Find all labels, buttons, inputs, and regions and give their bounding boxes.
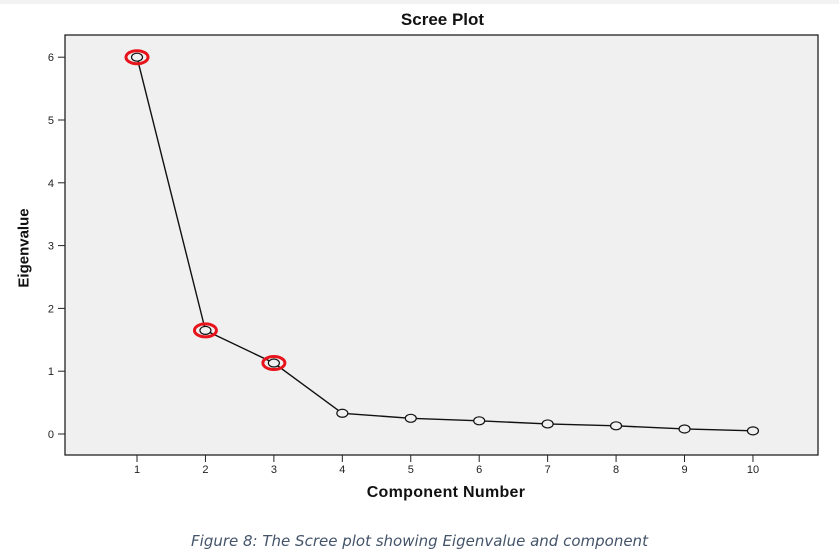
x-tick-label: 7 bbox=[545, 464, 551, 476]
plot-area bbox=[64, 34, 819, 456]
highlight-ring bbox=[261, 355, 287, 372]
data-point bbox=[473, 416, 486, 426]
data-point bbox=[609, 421, 623, 431]
x-tick-label: 4 bbox=[339, 464, 345, 476]
y-tick-label: 4 bbox=[48, 178, 54, 190]
data-point bbox=[746, 426, 760, 436]
data-point bbox=[199, 325, 212, 335]
x-tick-label: 8 bbox=[613, 464, 619, 476]
x-tick-label: 2 bbox=[202, 464, 208, 476]
y-tick-label: 6 bbox=[48, 52, 54, 64]
highlight-ring bbox=[124, 49, 150, 66]
x-tick-label: 5 bbox=[408, 464, 414, 476]
y-tick-label: 1 bbox=[48, 366, 54, 378]
data-point bbox=[267, 358, 280, 368]
x-tick-label: 10 bbox=[747, 464, 759, 476]
eigenvalue-line bbox=[136, 57, 753, 432]
y-tick-label: 3 bbox=[48, 241, 54, 253]
y-tick-label: 0 bbox=[48, 429, 54, 441]
data-point bbox=[541, 419, 554, 429]
x-tick-label: 3 bbox=[271, 464, 277, 476]
top-band bbox=[0, 0, 839, 4]
x-axis-label: Component Number bbox=[366, 484, 526, 501]
x-tick-label: 9 bbox=[681, 464, 687, 476]
x-tick-label: 6 bbox=[476, 464, 482, 476]
figure-caption: Figure 8: The Scree plot showing Eigenva… bbox=[191, 532, 648, 550]
data-point bbox=[404, 413, 417, 423]
y-tick-label: 5 bbox=[48, 115, 54, 127]
chart-title: Scree Plot bbox=[400, 10, 485, 29]
x-tick-label: 1 bbox=[134, 464, 140, 476]
y-tick-label: 2 bbox=[48, 303, 54, 315]
data-point bbox=[336, 408, 349, 418]
data-point bbox=[678, 424, 691, 434]
highlight-ring bbox=[192, 322, 218, 339]
data-point bbox=[130, 52, 144, 62]
